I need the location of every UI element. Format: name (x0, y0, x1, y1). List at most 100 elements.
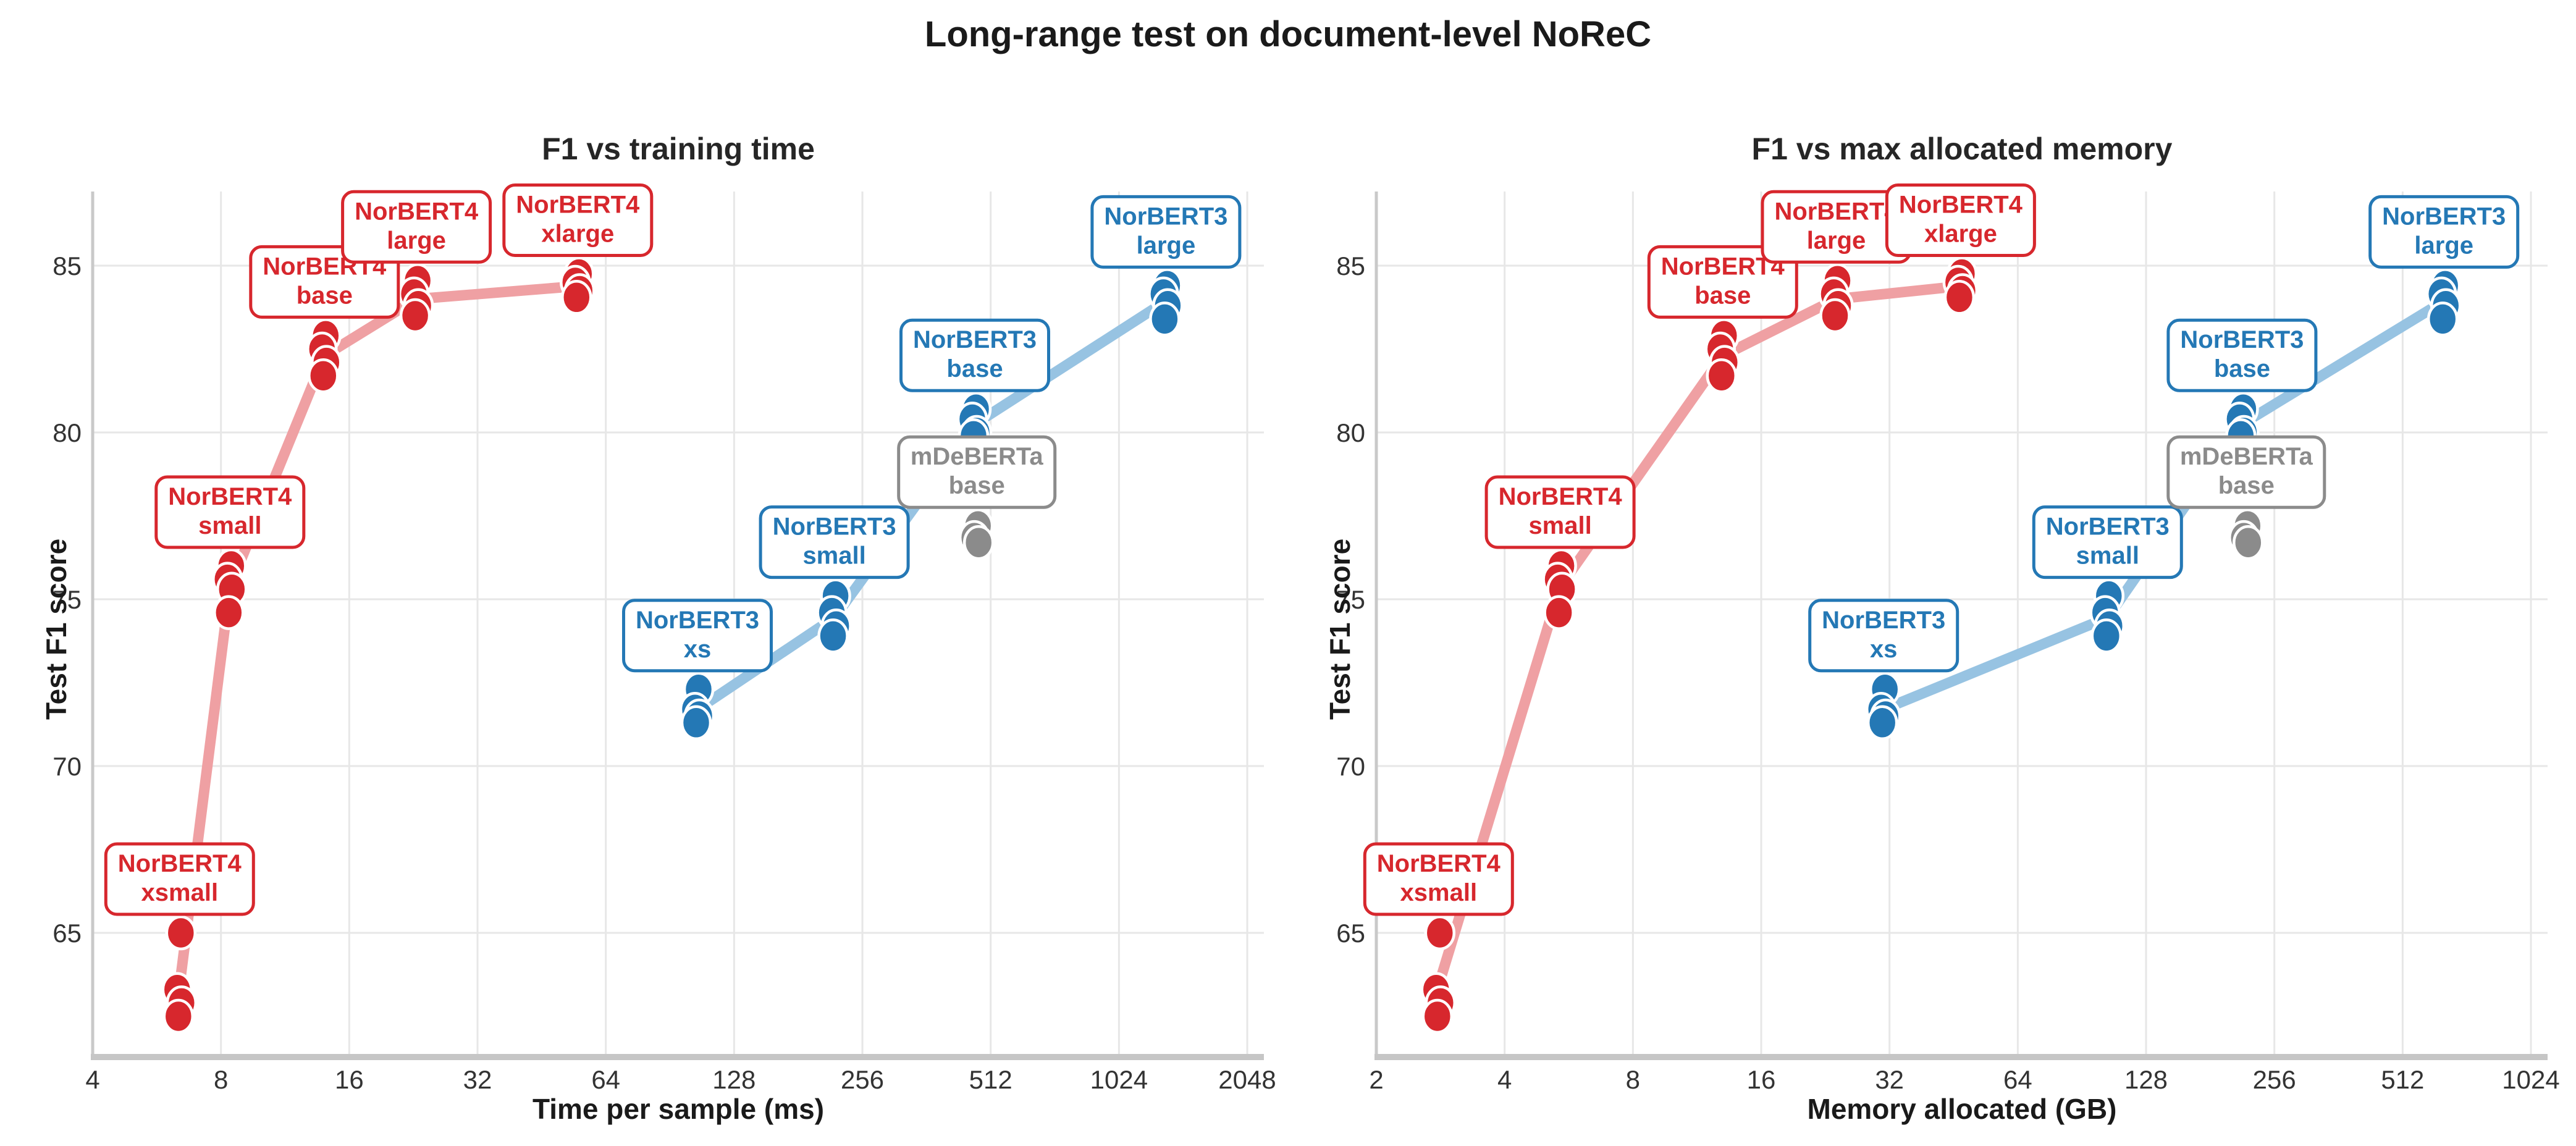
model-label-box-norbert4-small (1484, 475, 1636, 549)
model-label-line2-norbert3-small: small (2076, 542, 2139, 570)
x-tick-label: 16 (1747, 1065, 1776, 1094)
x-tick-label: 256 (841, 1065, 884, 1094)
y-tick-label: 75 (1336, 585, 1365, 614)
y-tick-label: 65 (1336, 919, 1365, 948)
y-axis-label-left: Test F1 score (40, 538, 72, 720)
data-point-norbert4-xsmall (165, 915, 197, 951)
data-point-norbert4-xsmall (1421, 998, 1454, 1034)
model-label-line2-norbert4-small: small (1528, 512, 1591, 539)
model-label-box-norbert3-base (899, 318, 1050, 392)
model-label-line1-norbert4-large: NorBERT4 (1774, 198, 1898, 225)
data-point-norbert3-xs (1866, 705, 1898, 741)
model-label-box-mdeberta-base (2166, 435, 2326, 509)
data-point-norbert4-xlarge (1943, 280, 1976, 315)
model-label-line2-norbert3-xs: xs (1870, 636, 1898, 663)
data-point-norbert4-small (1543, 595, 1575, 630)
model-label-line1-mdeberta-base: mDeBERTa (2180, 443, 2313, 470)
model-label-line2-norbert4-xlarge: xlarge (541, 221, 614, 248)
model-label-box-norbert3-xs (622, 599, 773, 673)
model-label-box-norbert3-xs (1808, 599, 1959, 673)
model-label-line1-norbert3-base: NorBERT3 (913, 326, 1037, 353)
model-label-line1-norbert3-small: NorBERT3 (773, 513, 896, 541)
model-label-box-norbert3-base (2166, 318, 2318, 392)
model-label-line2-norbert4-large: large (1807, 227, 1866, 254)
model-label-box-norbert3-small (2032, 505, 2183, 579)
model-label-line2-norbert3-base: base (946, 355, 1003, 382)
trend-line-norbert3 (1878, 295, 2449, 715)
model-label-box-norbert4-xlarge (502, 183, 654, 257)
model-label-line2-norbert3-xs: xs (684, 636, 712, 663)
model-label-line2-norbert4-base: base (1694, 282, 1751, 309)
model-label-box-norbert4-base (249, 245, 400, 319)
x-tick-label: 4 (1497, 1065, 1512, 1094)
model-label-box-norbert3-small (759, 505, 910, 579)
model-label-line2-norbert3-small: small (802, 542, 865, 570)
model-label-line2-norbert3-large: large (2414, 232, 2473, 259)
x-tick-label: 1024 (1090, 1065, 1148, 1094)
data-point-norbert4-base (308, 358, 339, 394)
model-label-box-norbert4-xlarge (1885, 183, 2036, 257)
model-label-line1-norbert4-xlarge: NorBERT4 (1899, 192, 2023, 219)
model-label-line2-norbert3-large: large (1137, 232, 1196, 259)
data-point-norbert3-large (1149, 301, 1181, 337)
subplot-title-training-time: F1 vs training time (542, 132, 815, 166)
y-axis-label-right: Test F1 score (1324, 538, 1356, 720)
y-tick-label: 70 (1336, 752, 1365, 781)
data-point-mdeberta-base (2233, 525, 2264, 560)
figure-title: Long-range test on document-level NoReC (924, 14, 1652, 54)
x-tick-label: 2048 (1218, 1065, 1276, 1094)
x-axis-label-memory: Memory allocated (GB) (1807, 1093, 2117, 1125)
model-label-line2-norbert4-small: small (198, 512, 261, 539)
model-label-box-norbert3-large (1090, 195, 1242, 269)
x-tick-label: 8 (214, 1065, 228, 1094)
x-tick-label: 128 (2124, 1065, 2168, 1094)
x-tick-label: 128 (712, 1065, 756, 1094)
model-label-line1-norbert4-xsmall: NorBERT4 (118, 850, 242, 877)
y-tick-label: 80 (1336, 418, 1365, 447)
model-label-line2-mdeberta-base: base (949, 472, 1005, 499)
model-label-line1-norbert4-large: NorBERT4 (355, 198, 479, 225)
model-label-line1-norbert3-large: NorBERT3 (1104, 203, 1227, 230)
x-tick-label: 16 (335, 1065, 364, 1094)
x-tick-label: 32 (463, 1065, 492, 1094)
model-label-line2-norbert3-base: base (2214, 355, 2270, 382)
data-point-mdeberta-base (962, 525, 995, 560)
model-label-line2-norbert4-large: large (387, 227, 446, 254)
x-axis-label-time: Time per sample (ms) (532, 1093, 825, 1125)
model-label-line1-norbert4-xsmall: NorBERT4 (1377, 850, 1501, 877)
model-label-box-norbert4-large (341, 190, 492, 264)
x-tick-label: 1024 (2502, 1065, 2559, 1094)
model-label-line2-norbert4-xlarge: xlarge (1924, 221, 1997, 248)
data-point-norbert3-large (2427, 301, 2459, 337)
x-tick-label: 2 (1369, 1065, 1383, 1094)
data-point-norbert4-large (399, 298, 431, 334)
data-point-norbert4-large (1819, 298, 1851, 334)
model-label-box-norbert4-base (1647, 245, 1798, 319)
x-tick-label: 256 (2253, 1065, 2296, 1094)
data-point-norbert3-small (817, 618, 849, 654)
model-label-box-mdeberta-base (897, 435, 1057, 509)
model-label-line1-norbert4-xlarge: NorBERT4 (516, 192, 640, 219)
data-point-norbert3-small (2090, 618, 2123, 654)
model-label-box-norbert4-small (154, 475, 306, 549)
y-tick-label: 65 (53, 919, 82, 948)
model-label-line1-norbert3-xs: NorBERT3 (1822, 607, 1945, 634)
data-point-norbert4-base (1706, 358, 1738, 394)
x-tick-label: 32 (1875, 1065, 1904, 1094)
x-tick-label: 64 (591, 1065, 620, 1094)
data-point-norbert4-small (213, 595, 245, 630)
data-point-norbert4-xsmall (162, 998, 195, 1034)
model-label-line2-mdeberta-base: base (2218, 472, 2275, 499)
model-label-line1-norbert3-xs: NorBERT3 (636, 607, 759, 634)
x-tick-label: 512 (969, 1065, 1012, 1094)
model-label-line2-norbert4-base: base (297, 282, 353, 309)
y-tick-label: 85 (53, 251, 82, 280)
y-tick-label: 70 (53, 752, 82, 781)
x-tick-label: 512 (2381, 1065, 2424, 1094)
model-label-line2-norbert4-xsmall: xsmall (141, 879, 219, 906)
data-point-norbert4-xsmall (1424, 915, 1456, 951)
y-tick-label: 85 (1336, 251, 1365, 280)
x-tick-label: 64 (2003, 1065, 2032, 1094)
model-label-line2-norbert4-xsmall: xsmall (1400, 879, 1478, 906)
